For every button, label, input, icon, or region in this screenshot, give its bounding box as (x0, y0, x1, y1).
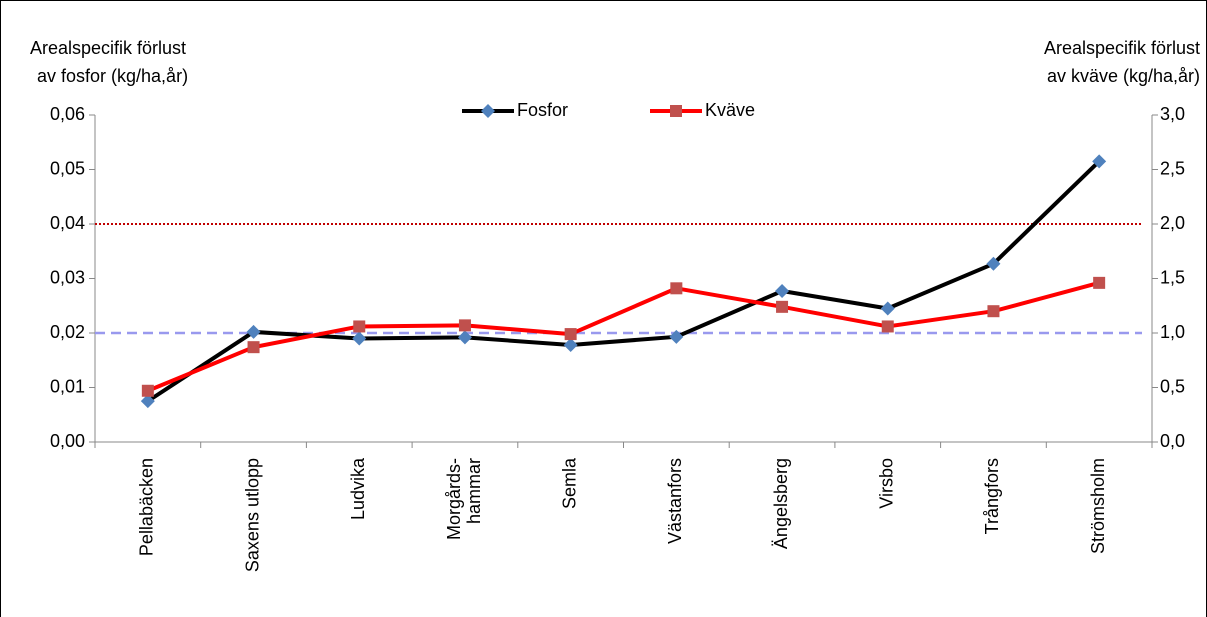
y-tick-label: 0,03 (50, 267, 85, 287)
x-tick-label: Pellabäcken (137, 458, 157, 556)
series-marker (881, 320, 894, 333)
series-marker (141, 384, 154, 397)
series-marker (564, 328, 577, 341)
series-marker (140, 394, 155, 409)
x-tick-label: Saxens utlopp (242, 458, 262, 572)
x-tick-label: Västanfors (665, 458, 685, 544)
y2-tick-label: 1,5 (1160, 267, 1185, 287)
y-axis-label: av fosfor (kg/ha,år) (37, 66, 188, 86)
legend-label: Kväve (705, 100, 755, 120)
y2-tick-label: 2,5 (1160, 158, 1185, 178)
y-tick-label: 0,02 (50, 322, 85, 342)
x-tick-label: Ludvika (348, 457, 368, 520)
y2-axis-label: av kväve (kg/ha,år) (1047, 66, 1200, 86)
y2-tick-label: 0,5 (1160, 376, 1185, 396)
y-tick-label: 0,01 (50, 376, 85, 396)
series-marker (353, 320, 366, 333)
y2-axis-label: Arealspecifik förlust (1044, 38, 1200, 58)
series-marker (775, 284, 790, 299)
series-marker (563, 337, 578, 352)
series-marker (457, 330, 472, 345)
x-tick-label: Trångfors (982, 458, 1002, 534)
series-marker (1092, 154, 1107, 169)
y2-tick-label: 1,0 (1160, 322, 1185, 342)
y2-tick-label: 0,0 (1160, 431, 1185, 451)
series-line (147, 280, 1100, 393)
legend-marker (670, 105, 682, 117)
series-line (146, 159, 1101, 403)
x-tick-label: Semla (559, 457, 579, 509)
y2-tick-label: 2,0 (1160, 213, 1185, 233)
y-tick-label: 0,04 (50, 213, 85, 233)
x-tick-label: Virsbo (877, 458, 897, 509)
legend-marker (481, 104, 495, 118)
series-marker (776, 300, 789, 313)
x-tick-label: Ängelsberg (771, 458, 791, 549)
series-marker (670, 282, 683, 295)
series-marker (246, 324, 261, 339)
series-marker (987, 305, 1000, 318)
series-marker (247, 341, 260, 354)
y-axis-label: Arealspecifik förlust (30, 38, 186, 58)
y-tick-label: 0,00 (50, 431, 85, 451)
y-tick-label: 0,05 (50, 158, 85, 178)
series-marker (352, 331, 367, 346)
y-tick-label: 0,06 (50, 104, 85, 124)
series-marker (458, 319, 471, 332)
x-tick-label: Strömsholm (1088, 458, 1108, 554)
series-marker (986, 256, 1001, 271)
y2-tick-label: 3,0 (1160, 104, 1185, 124)
series-marker (669, 329, 684, 344)
series-marker (880, 301, 895, 316)
series-marker (1093, 276, 1106, 289)
legend-label: Fosfor (517, 100, 568, 120)
x-tick-label: Morgårds-hammar (444, 458, 484, 540)
